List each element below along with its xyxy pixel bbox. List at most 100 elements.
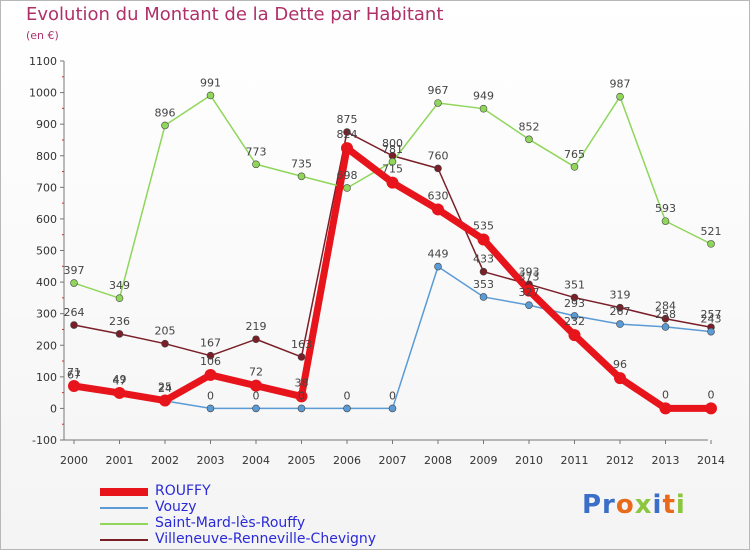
data-point-saint-mard (388, 157, 397, 166)
chart-unit: (en €) (26, 29, 59, 42)
data-point-saint-mard (70, 279, 78, 287)
data-point-saint-mard (434, 99, 442, 107)
data-point-saint-mard (661, 217, 670, 225)
data-label-saint-mard: 698 (337, 169, 358, 182)
data-label-villeneuve: 236 (109, 315, 130, 328)
data-point-villeneuve (616, 303, 624, 312)
data-label-villeneuve: 393 (519, 265, 540, 278)
y-tick-label: 100 (36, 371, 57, 384)
data-point-rouffy (386, 176, 399, 189)
data-label-saint-mard: 521 (701, 225, 722, 238)
data-label-vouzy: 0 (207, 389, 214, 402)
y-tick-label: 1100 (29, 55, 57, 68)
data-point-vouzy (388, 404, 397, 413)
data-point-rouffy (705, 402, 717, 415)
data-label-villeneuve: 163 (291, 338, 312, 351)
data-point-villeneuve (115, 330, 124, 338)
data-label-vouzy: 267 (610, 305, 631, 318)
data-label-rouffy: 38 (295, 376, 309, 389)
data-point-vouzy (525, 301, 533, 309)
data-label-saint-mard: 593 (655, 202, 676, 215)
logo-part: i (675, 490, 686, 520)
x-tick-label: 2001 (106, 454, 134, 467)
legend-label: Vouzy (155, 499, 197, 515)
data-point-saint-mard (525, 135, 533, 144)
logo-part: o (615, 490, 635, 520)
data-label-villeneuve: 257 (701, 308, 722, 321)
data-label-rouffy: 25 (158, 381, 172, 394)
data-label-vouzy: 243 (701, 313, 722, 326)
data-label-rouffy: 96 (613, 358, 627, 371)
data-point-saint-mard (616, 92, 624, 101)
data-point-vouzy (570, 312, 579, 320)
y-tick-label: 600 (36, 213, 57, 226)
data-point-vouzy (661, 323, 670, 331)
data-label-saint-mard: 896 (155, 106, 176, 119)
data-label-villeneuve: 351 (564, 279, 585, 292)
data-label-rouffy: 630 (428, 189, 449, 202)
logo-part: x (634, 490, 653, 520)
x-tick-label: 2002 (151, 454, 179, 467)
data-point-rouffy (113, 386, 126, 399)
data-point-villeneuve (161, 339, 169, 348)
data-label-saint-mard: 949 (473, 90, 494, 103)
data-label-vouzy: 67 (67, 368, 81, 381)
data-point-villeneuve (570, 293, 579, 302)
x-tick-label: 2014 (697, 454, 725, 467)
proxiti-logo: Proxiti (582, 490, 686, 520)
data-label-vouzy: 0 (253, 389, 260, 402)
data-point-rouffy (659, 402, 672, 415)
data-label-vouzy: 353 (473, 278, 494, 291)
data-label-saint-mard: 773 (246, 145, 267, 158)
legend-label: ROUFFY (155, 483, 211, 499)
data-label-rouffy: 72 (249, 366, 263, 379)
data-point-vouzy (479, 293, 488, 301)
data-point-vouzy (434, 262, 442, 271)
data-point-villeneuve (434, 164, 442, 173)
data-label-villeneuve: 264 (64, 306, 85, 319)
data-point-villeneuve (343, 128, 351, 136)
legend-swatch (100, 539, 148, 541)
x-tick-label: 2004 (242, 454, 270, 467)
chart-title: Evolution du Montant de la Dette par Hab… (26, 4, 444, 25)
data-label-saint-mard: 781 (382, 143, 403, 156)
data-point-vouzy (707, 327, 715, 336)
y-tick-label: 1000 (29, 87, 57, 100)
data-label-saint-mard: 991 (200, 76, 221, 89)
y-tick-label: 500 (36, 245, 57, 258)
data-label-vouzy: 0 (344, 389, 351, 402)
data-label-villeneuve: 167 (200, 337, 221, 350)
data-point-rouffy (204, 368, 217, 381)
data-label-saint-mard: 765 (564, 148, 585, 161)
data-label-rouffy: 49 (113, 373, 127, 386)
data-label-rouffy: 0 (662, 388, 669, 401)
data-label-villeneuve: 319 (610, 289, 631, 302)
data-point-saint-mard (206, 91, 215, 100)
data-label-rouffy: 824 (337, 128, 358, 141)
data-point-saint-mard (252, 160, 260, 169)
data-label-rouffy: 715 (382, 163, 403, 176)
data-point-rouffy (432, 203, 444, 216)
legend-swatch (100, 507, 148, 509)
data-label-vouzy: 47 (113, 375, 127, 388)
data-label-vouzy: 0 (298, 389, 305, 402)
data-label-saint-mard: 349 (109, 279, 130, 292)
data-point-vouzy (297, 404, 306, 413)
y-tick-label: 400 (36, 276, 57, 289)
data-label-rouffy: 0 (708, 388, 715, 401)
x-tick-label: 2000 (60, 454, 88, 467)
data-point-saint-mard (707, 240, 715, 248)
data-label-vouzy: 293 (564, 297, 585, 310)
y-tick-label: 800 (36, 150, 57, 163)
data-point-villeneuve (206, 351, 215, 360)
series-line-saint-mard (73, 94, 712, 299)
data-point-vouzy (343, 404, 351, 413)
data-label-vouzy: 0 (389, 389, 396, 402)
data-label-saint-mard: 397 (64, 264, 85, 277)
data-label-rouffy: 106 (200, 355, 221, 368)
data-point-vouzy (206, 404, 215, 413)
data-label-villeneuve: 875 (337, 113, 358, 126)
data-point-rouffy (568, 329, 581, 342)
data-label-villeneuve: 205 (155, 325, 176, 338)
